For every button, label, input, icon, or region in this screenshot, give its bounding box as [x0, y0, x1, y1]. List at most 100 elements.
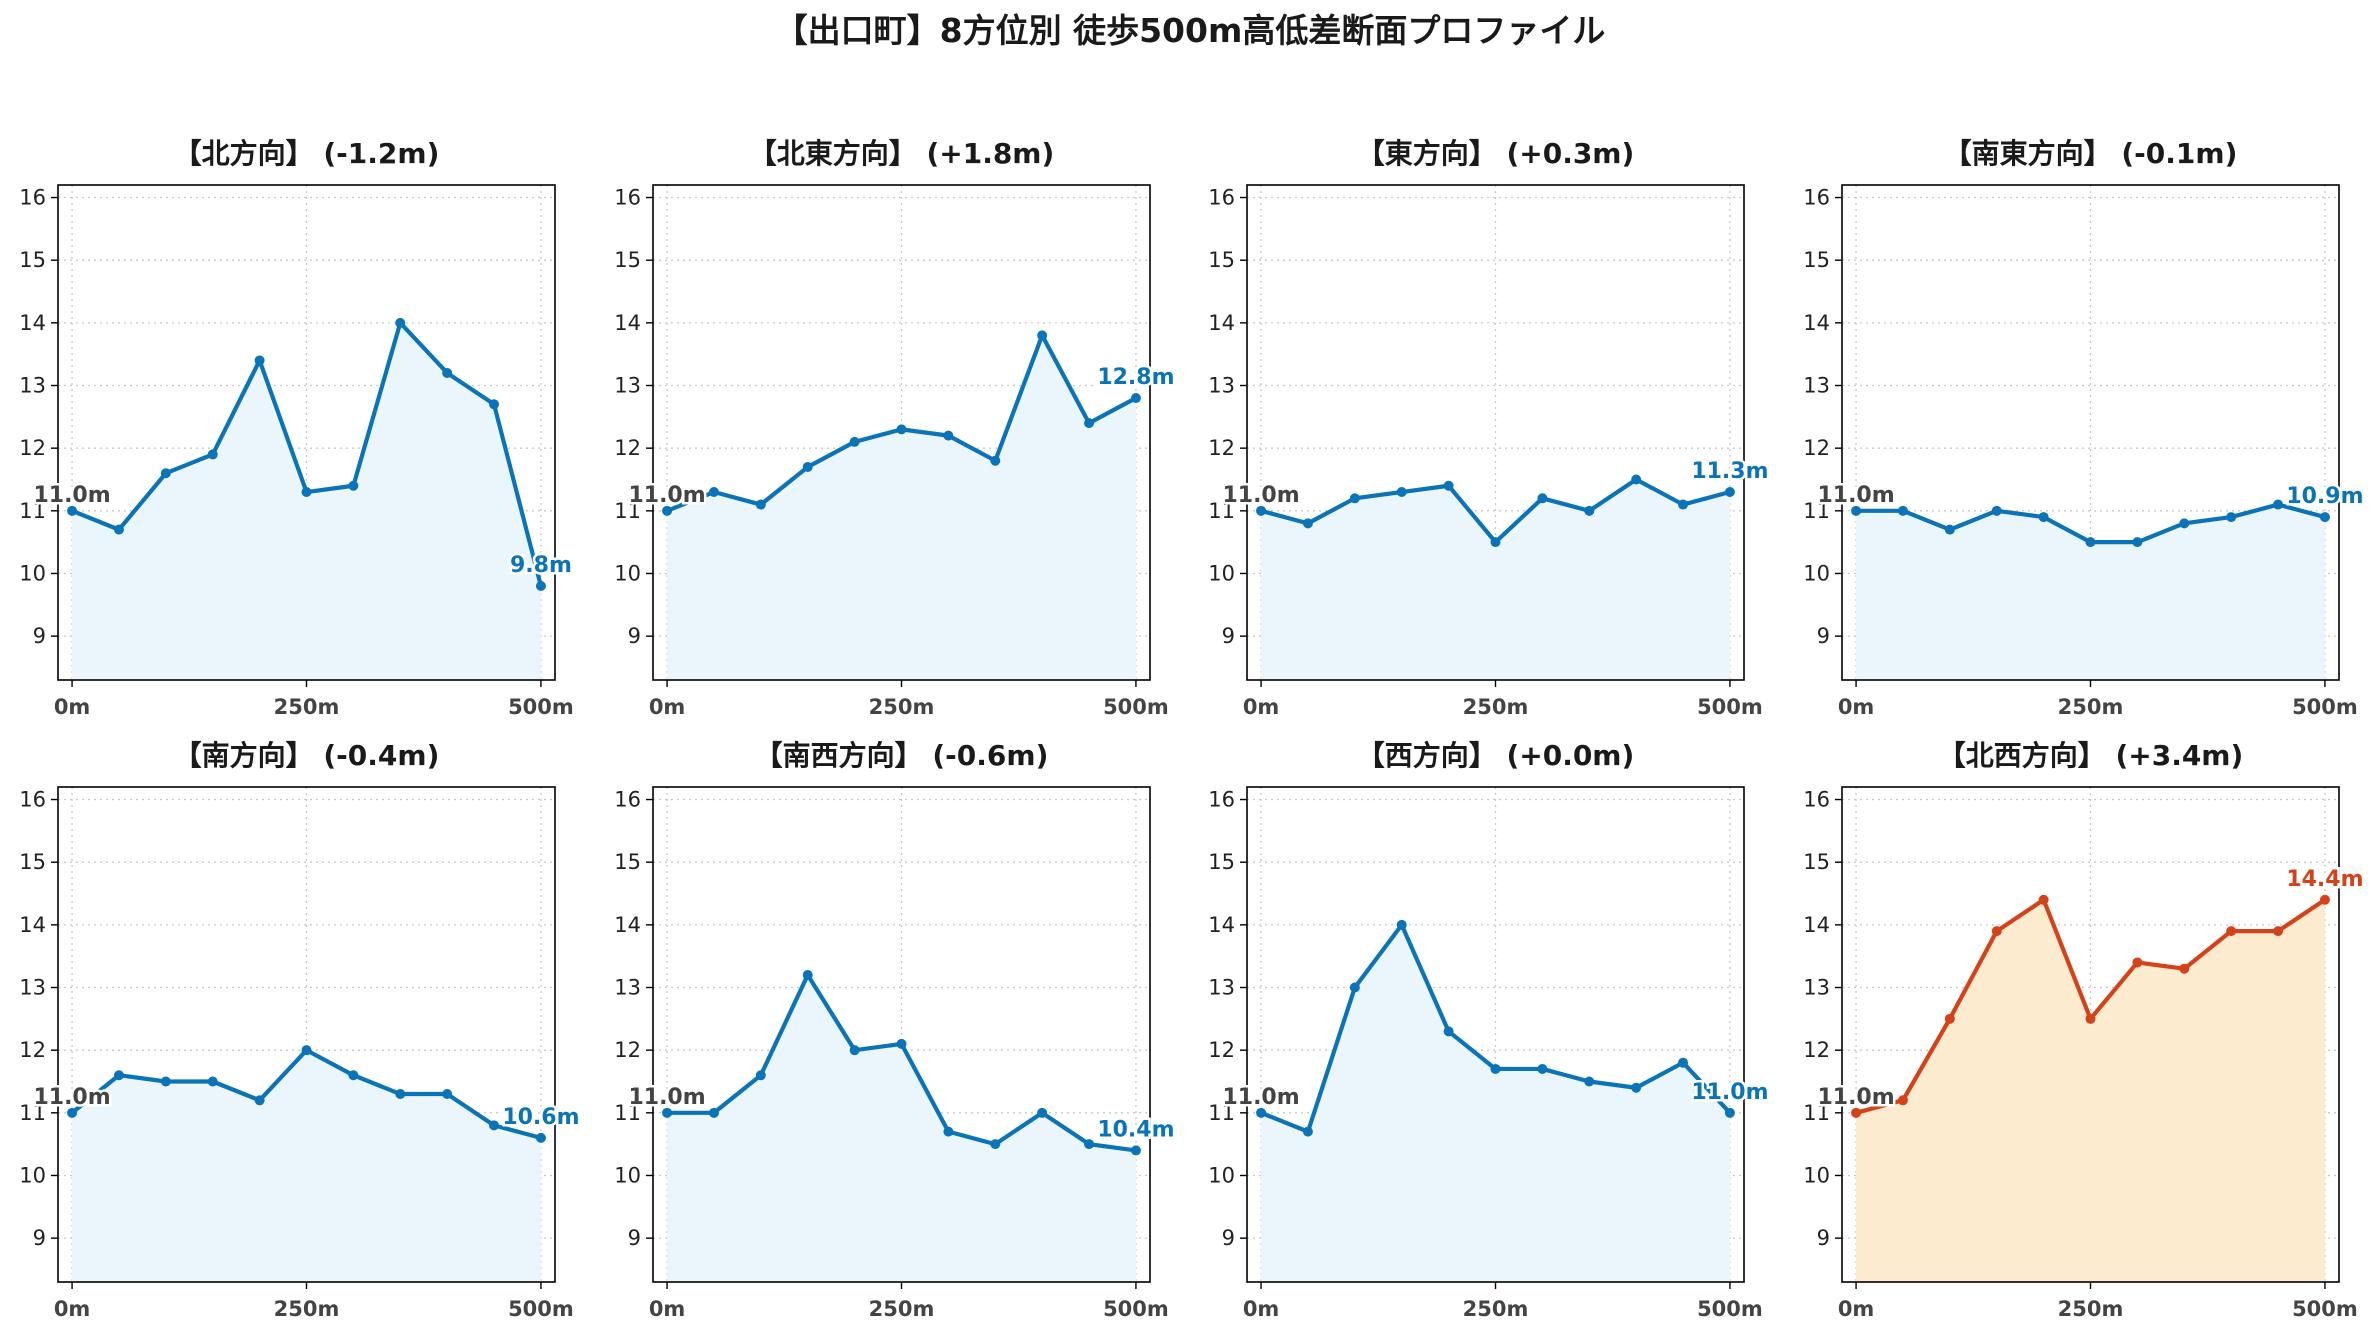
- y-tick-label: 12: [614, 436, 641, 460]
- elevation-point: [2085, 537, 2096, 548]
- elevation-point: [395, 317, 406, 328]
- elevation-point: [254, 1095, 265, 1106]
- elevation-point: [1897, 505, 1908, 516]
- y-tick-label: 15: [614, 248, 641, 272]
- y-tick-label: 14: [1803, 311, 1830, 335]
- x-tick-label: 250m: [869, 695, 935, 719]
- elevation-area: [667, 974, 1136, 1282]
- elevation-area: [1261, 479, 1730, 680]
- end-elevation-label: 11.0m: [1691, 1080, 1768, 1105]
- y-tick-label: 11: [19, 1101, 46, 1125]
- elevation-point: [1084, 418, 1095, 429]
- elevation-panel: 【西方向】 (+0.0m) 9 10 11 12 13 14 15 16 0m 250m 500m 11…: [1208, 739, 1771, 1321]
- elevation-area: [1856, 899, 2325, 1282]
- x-tick-label: 0m: [1243, 695, 1280, 719]
- y-tick-label: 16: [1208, 186, 1235, 210]
- elevation-point: [1396, 919, 1407, 930]
- elevation-point: [2179, 518, 2190, 529]
- start-elevation-label: 11.0m: [33, 483, 110, 508]
- elevation-point: [1851, 1107, 1862, 1118]
- panel-title: 【北西方向】 (+3.4m): [1938, 739, 2244, 772]
- elevation-point: [1302, 518, 1313, 529]
- x-tick-label: 500m: [2292, 1297, 2358, 1321]
- y-tick-label: 15: [1803, 248, 1830, 272]
- y-tick-label: 12: [19, 436, 46, 460]
- elevation-area: [1856, 504, 2325, 680]
- x-tick-label: 0m: [1838, 695, 1875, 719]
- x-tick-label: 500m: [1103, 695, 1169, 719]
- elevation-area: [72, 1050, 541, 1282]
- x-tick-label: 0m: [1838, 1297, 1875, 1321]
- elevation-point: [160, 1076, 171, 1087]
- y-tick-label: 14: [19, 913, 46, 937]
- y-tick-label: 11: [1208, 1101, 1235, 1125]
- elevation-area: [1261, 924, 1730, 1282]
- elevation-panel: 【東方向】 (+0.3m) 9 10 11 12 13 14 15 16 0m 250m 500m 11…: [1208, 137, 1771, 719]
- y-tick-label: 9: [1817, 1226, 1830, 1250]
- y-tick-label: 9: [628, 1226, 641, 1250]
- elevation-point: [535, 581, 546, 592]
- y-tick-label: 15: [1208, 248, 1235, 272]
- elevation-point: [849, 436, 860, 447]
- elevation-point: [1584, 505, 1595, 516]
- y-tick-label: 15: [1208, 850, 1235, 874]
- elevation-panel: 【北東方向】 (+1.8m) 9 10 11 12 13 14 15 16 0m 250m 500m 1…: [614, 137, 1177, 719]
- elevation-point: [1678, 1057, 1689, 1068]
- y-tick-label: 10: [614, 561, 641, 585]
- elevation-point: [2273, 499, 2284, 510]
- x-tick-label: 500m: [508, 1297, 574, 1321]
- elevation-point: [1037, 330, 1048, 341]
- y-tick-label: 16: [614, 186, 641, 210]
- elevation-point: [1724, 1107, 1735, 1118]
- x-tick-label: 0m: [649, 695, 686, 719]
- elevation-area: [72, 322, 541, 680]
- y-tick-label: 10: [1803, 561, 1830, 585]
- elevation-point: [2132, 957, 2143, 968]
- panel-title: 【南方向】 (-0.4m): [174, 739, 440, 772]
- y-tick-label: 16: [1803, 788, 1830, 812]
- elevation-point: [849, 1045, 860, 1056]
- y-tick-label: 11: [1208, 499, 1235, 523]
- y-tick-label: 16: [614, 788, 641, 812]
- panel-title: 【南西方向】 (-0.6m): [755, 739, 1049, 772]
- elevation-panel: 【北西方向】 (+3.4m) 9 10 11 12 13 14 15 16 0m 250m 500m 1…: [1803, 739, 2366, 1321]
- y-tick-label: 12: [614, 1038, 641, 1062]
- elevation-point: [802, 969, 813, 980]
- end-elevation-label: 10.6m: [502, 1105, 579, 1130]
- elevation-point: [395, 1089, 406, 1100]
- x-tick-label: 250m: [274, 695, 340, 719]
- y-tick-label: 12: [1208, 436, 1235, 460]
- elevation-point: [2038, 512, 2049, 523]
- x-tick-label: 250m: [2058, 695, 2124, 719]
- elevation-point: [755, 1070, 766, 1081]
- elevation-panel: 【南方向】 (-0.4m) 9 10 11 12 13 14 15 16 0m 250m 500m 11…: [19, 739, 582, 1321]
- elevation-point: [348, 1070, 359, 1081]
- elevation-point: [113, 524, 124, 535]
- elevation-point: [662, 1107, 673, 1118]
- elevation-point: [2319, 512, 2330, 523]
- y-tick-label: 11: [19, 499, 46, 523]
- elevation-point: [802, 461, 813, 472]
- elevation-point: [1678, 499, 1689, 510]
- elevation-point: [1302, 1126, 1313, 1137]
- y-tick-label: 12: [1803, 1038, 1830, 1062]
- elevation-point: [301, 1045, 312, 1056]
- elevation-point: [990, 1139, 1001, 1150]
- start-elevation-label: 11.0m: [628, 483, 705, 508]
- elevation-point: [301, 487, 312, 498]
- y-tick-label: 9: [1222, 1226, 1235, 1250]
- elevation-point: [755, 499, 766, 510]
- y-tick-label: 16: [19, 788, 46, 812]
- y-tick-label: 10: [1208, 1163, 1235, 1187]
- elevation-point: [348, 480, 359, 491]
- elevation-point: [2226, 512, 2237, 523]
- elevation-point: [442, 367, 453, 378]
- elevation-point: [1897, 1095, 1908, 1106]
- elevation-point: [708, 487, 719, 498]
- end-elevation-label: 10.9m: [2286, 484, 2363, 509]
- x-tick-label: 250m: [274, 1297, 340, 1321]
- elevation-point: [1130, 393, 1141, 404]
- y-tick-label: 14: [19, 311, 46, 335]
- elevation-area: [667, 335, 1136, 680]
